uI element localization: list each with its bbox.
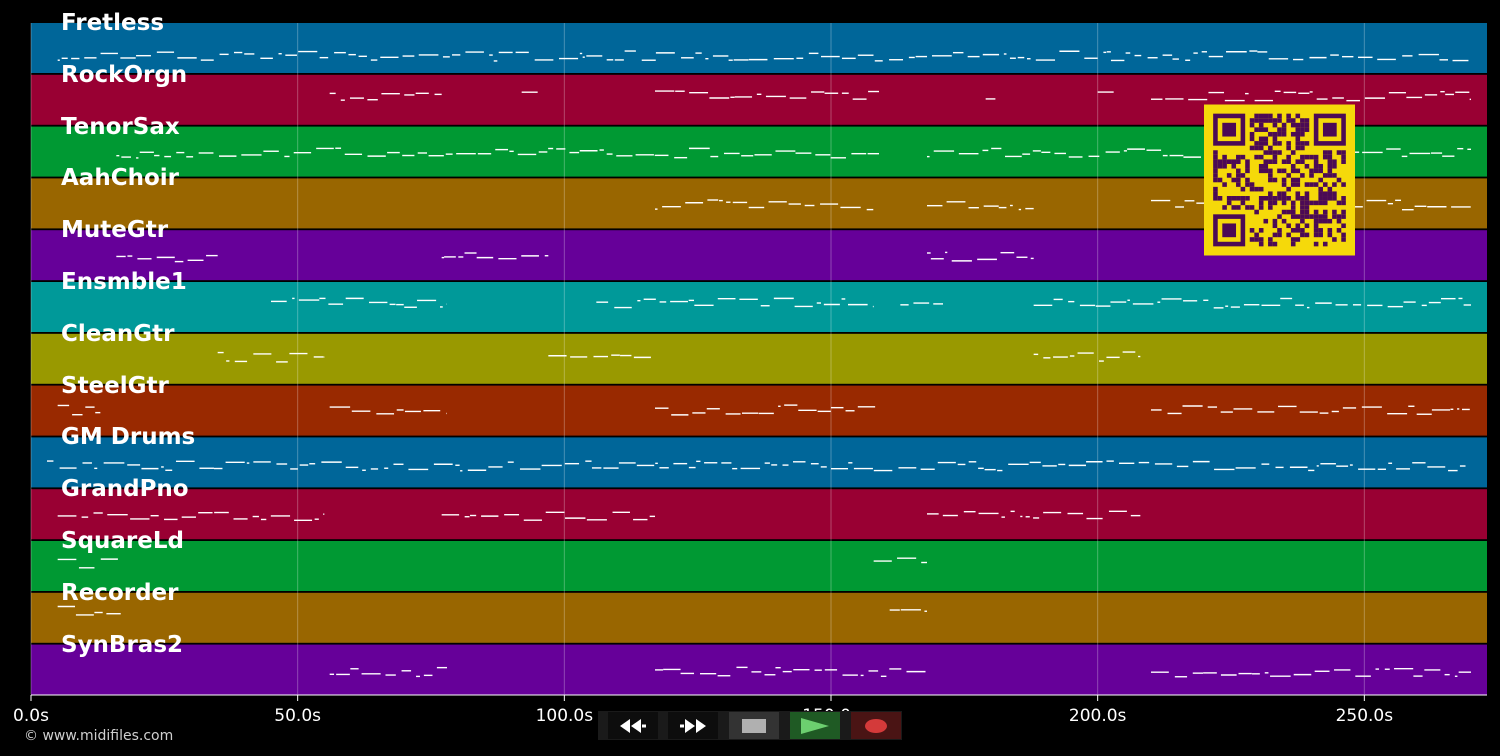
track-lane[interactable]	[31, 437, 1487, 488]
track-lane[interactable]	[31, 23, 1487, 73]
track-label: TenorSax	[61, 113, 180, 140]
fast-forward-button[interactable]	[668, 712, 718, 739]
track-label: SteelGtr	[61, 372, 169, 399]
stop-button[interactable]	[729, 712, 779, 739]
tick-label: 50.0s	[274, 706, 322, 726]
track-lane[interactable]	[31, 385, 1487, 436]
play-icon	[801, 717, 829, 734]
track-lane[interactable]	[31, 489, 1487, 540]
track-lane[interactable]	[31, 644, 1487, 695]
record-icon	[865, 718, 887, 733]
track-label: Ensmble1	[61, 269, 187, 295]
copyright-text: © www.midifiles.com	[24, 728, 174, 744]
qr-code-icon	[1204, 104, 1355, 256]
track-label: CleanGtr	[61, 320, 175, 347]
track-lane[interactable]	[31, 541, 1487, 591]
tick-label: 200.0s	[1068, 706, 1127, 726]
track-label: AahChoir	[61, 165, 179, 192]
track-label: SquareLd	[61, 528, 184, 554]
fast-forward-icon	[680, 718, 706, 733]
transport-bar	[598, 711, 902, 740]
track-lane[interactable]	[31, 592, 1487, 643]
track-label: Recorder	[61, 579, 179, 606]
track-label: SynBras2	[61, 631, 184, 658]
track-lane[interactable]	[31, 333, 1487, 384]
play-button[interactable]	[790, 712, 840, 739]
stop-icon	[742, 718, 766, 733]
record-button[interactable]	[851, 712, 901, 739]
track-label: RockOrgn	[61, 61, 188, 88]
track-label: MuteGtr	[61, 217, 169, 244]
track-label: GrandPno	[61, 476, 189, 503]
track-label: GM Drums	[61, 424, 196, 451]
tick-label: 100.0s	[535, 706, 594, 726]
track-lane[interactable]	[31, 282, 1487, 332]
tick-label: 0.0s	[13, 706, 49, 726]
rewind-icon	[620, 718, 646, 733]
track-label: Fretless	[61, 10, 165, 36]
tick-label: 250.0s	[1335, 706, 1394, 726]
rewind-button[interactable]	[608, 712, 658, 739]
